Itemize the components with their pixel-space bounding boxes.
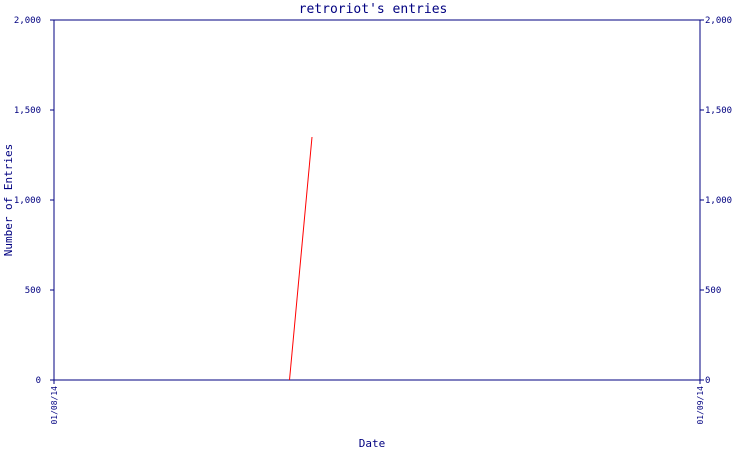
x-tick-label: 01/08/14 (50, 386, 59, 425)
y-axis-label: Number of Entries (2, 144, 15, 257)
y-axis-right: 0 500 1,000 1,500 2,000 (700, 16, 732, 386)
plot-area (53, 19, 701, 381)
y-tick-label-left: 2,000 (14, 16, 41, 26)
x-tick-label: 01/09/14 (696, 386, 705, 425)
y-tick-label-left: 1,000 (14, 196, 41, 206)
y-tick-label-left: 1,500 (14, 106, 41, 116)
series-layer (289, 136, 313, 381)
x-axis: 01/08/14 01/09/14 (50, 380, 705, 425)
y-tick-label-right: 1,500 (705, 106, 732, 116)
x-axis-label: Date (359, 437, 386, 450)
y-tick-label-left: 0 (36, 376, 41, 386)
y-tick-label-right: 500 (705, 286, 721, 296)
y-tick-label-left: 500 (25, 286, 41, 296)
y-axis-left: 0 500 1,000 1,500 2,000 (14, 16, 54, 386)
y-tick-label-right: 1,000 (705, 196, 732, 206)
series-line (289, 136, 313, 381)
y-tick-label-right: 0 (705, 376, 710, 386)
y-tick-label-right: 2,000 (705, 16, 732, 26)
chart-title: retroriot's entries (299, 2, 448, 17)
